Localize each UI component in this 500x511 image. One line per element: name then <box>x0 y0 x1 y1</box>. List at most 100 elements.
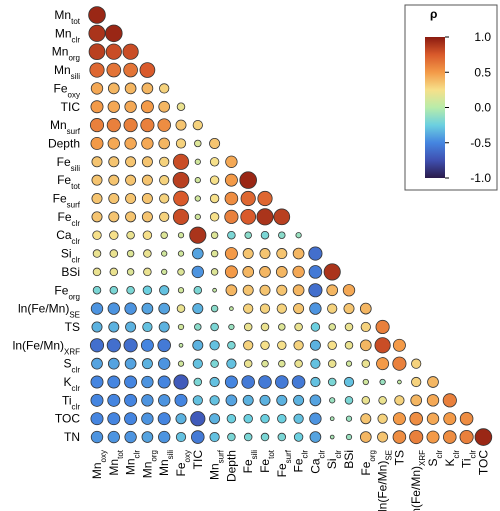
correlation-circle <box>177 268 185 276</box>
correlation-circle <box>308 283 323 298</box>
correlation-circle <box>260 432 270 442</box>
correlation-circle <box>108 321 120 333</box>
row-label: Mnclr <box>55 26 80 44</box>
color-tick-label: 0.0 <box>474 101 491 115</box>
correlation-circle <box>345 360 353 367</box>
correlation-circle <box>91 357 103 370</box>
correlation-circle <box>109 230 119 240</box>
correlation-circle <box>90 100 104 114</box>
correlation-circle <box>141 82 154 95</box>
correlation-circle <box>159 156 170 167</box>
column-label-main: Fe <box>241 459 255 473</box>
correlation-circle <box>124 302 137 315</box>
correlation-circle <box>226 414 237 424</box>
correlation-circle <box>190 411 206 427</box>
correlation-circle <box>177 287 185 294</box>
row-label-sub: tot <box>71 17 81 26</box>
correlation-circle <box>241 375 255 389</box>
correlation-circle <box>323 263 341 281</box>
correlation-circle <box>344 341 354 350</box>
correlation-circle <box>474 428 493 446</box>
correlation-circle <box>106 118 121 133</box>
correlation-circle <box>91 193 103 204</box>
correlation-circle <box>344 396 354 405</box>
correlation-circle <box>177 360 185 367</box>
correlation-circle <box>359 302 372 315</box>
correlation-circle <box>240 209 257 225</box>
correlation-circle <box>158 357 171 370</box>
column-label-sub: oxy <box>99 450 108 462</box>
row-label: ln(Fe/Mn)XRF <box>13 338 80 356</box>
correlation-circle <box>143 249 152 258</box>
correlation-circle <box>277 414 287 424</box>
correlation-circle <box>242 394 254 406</box>
correlation-circle <box>194 139 202 148</box>
correlation-circle <box>107 375 121 389</box>
correlation-circle <box>459 411 474 426</box>
correlation-circle <box>90 82 104 95</box>
row-label: Mnorg <box>52 45 80 63</box>
row-label-main: TOC <box>55 412 80 426</box>
correlation-circle <box>228 323 235 331</box>
correlation-circle <box>309 339 321 351</box>
correlation-circle <box>257 190 273 207</box>
correlation-circle <box>327 359 337 368</box>
correlation-circle <box>141 412 154 425</box>
row-label-sub: clr <box>72 237 81 246</box>
correlation-circle <box>224 209 239 224</box>
column-label-main: ln(Fe/Mn) <box>376 461 390 511</box>
correlation-circle <box>109 286 119 295</box>
correlation-circle <box>124 82 137 95</box>
correlation-circle <box>392 412 406 426</box>
correlation-circle <box>90 136 104 150</box>
row-label-sub: clr <box>72 35 81 44</box>
correlation-circle <box>107 412 121 426</box>
correlation-circle <box>157 412 171 426</box>
correlation-circle <box>426 412 440 425</box>
row-label-sub: sili <box>71 72 81 81</box>
correlation-circle <box>125 193 137 204</box>
correlation-circle <box>295 232 302 239</box>
correlation-circle <box>343 376 355 388</box>
row-label: BSi <box>61 265 80 279</box>
column-label: Mntot <box>107 449 125 475</box>
correlation-circle <box>194 158 201 165</box>
row-label: Depth <box>48 136 80 150</box>
correlation-circle <box>309 394 322 407</box>
correlation-circle <box>107 430 120 444</box>
color-tick-label: 1.0 <box>474 30 491 44</box>
correlation-circle <box>292 247 305 260</box>
correlation-circle <box>293 340 304 351</box>
correlation-circle <box>125 321 137 333</box>
row-label-main: Mn <box>52 45 69 59</box>
correlation-circle <box>194 195 201 202</box>
row-label-main: Mn <box>54 63 71 77</box>
correlation-circle <box>327 377 337 387</box>
row-label-main: Fe <box>57 155 71 169</box>
correlation-circle <box>177 323 185 331</box>
column-label-sub: XRF <box>418 450 427 466</box>
correlation-circle <box>124 393 138 407</box>
correlation-circle <box>242 248 254 260</box>
correlation-circle <box>310 376 321 388</box>
correlation-circle <box>378 396 387 405</box>
correlation-circle <box>141 358 153 370</box>
correlation-circle <box>158 100 171 113</box>
correlation-circle <box>158 394 171 407</box>
row-label-main: Fe <box>54 283 68 297</box>
correlation-circle <box>329 397 336 404</box>
column-label: Sclr <box>426 450 444 467</box>
column-label: Kclr <box>443 450 461 467</box>
correlation-circle <box>308 246 323 261</box>
column-label-sub: org <box>367 450 376 462</box>
correlation-circle <box>174 393 188 407</box>
correlation-circle <box>89 62 105 78</box>
correlation-circle <box>276 303 287 314</box>
correlation-circle <box>143 267 152 277</box>
correlation-circle <box>105 24 123 43</box>
row-label-sub: clr <box>72 402 81 411</box>
correlation-circle <box>122 43 139 60</box>
column-label-sub: sili <box>166 450 175 460</box>
correlation-circle <box>140 338 154 352</box>
correlation-circle <box>277 432 287 442</box>
